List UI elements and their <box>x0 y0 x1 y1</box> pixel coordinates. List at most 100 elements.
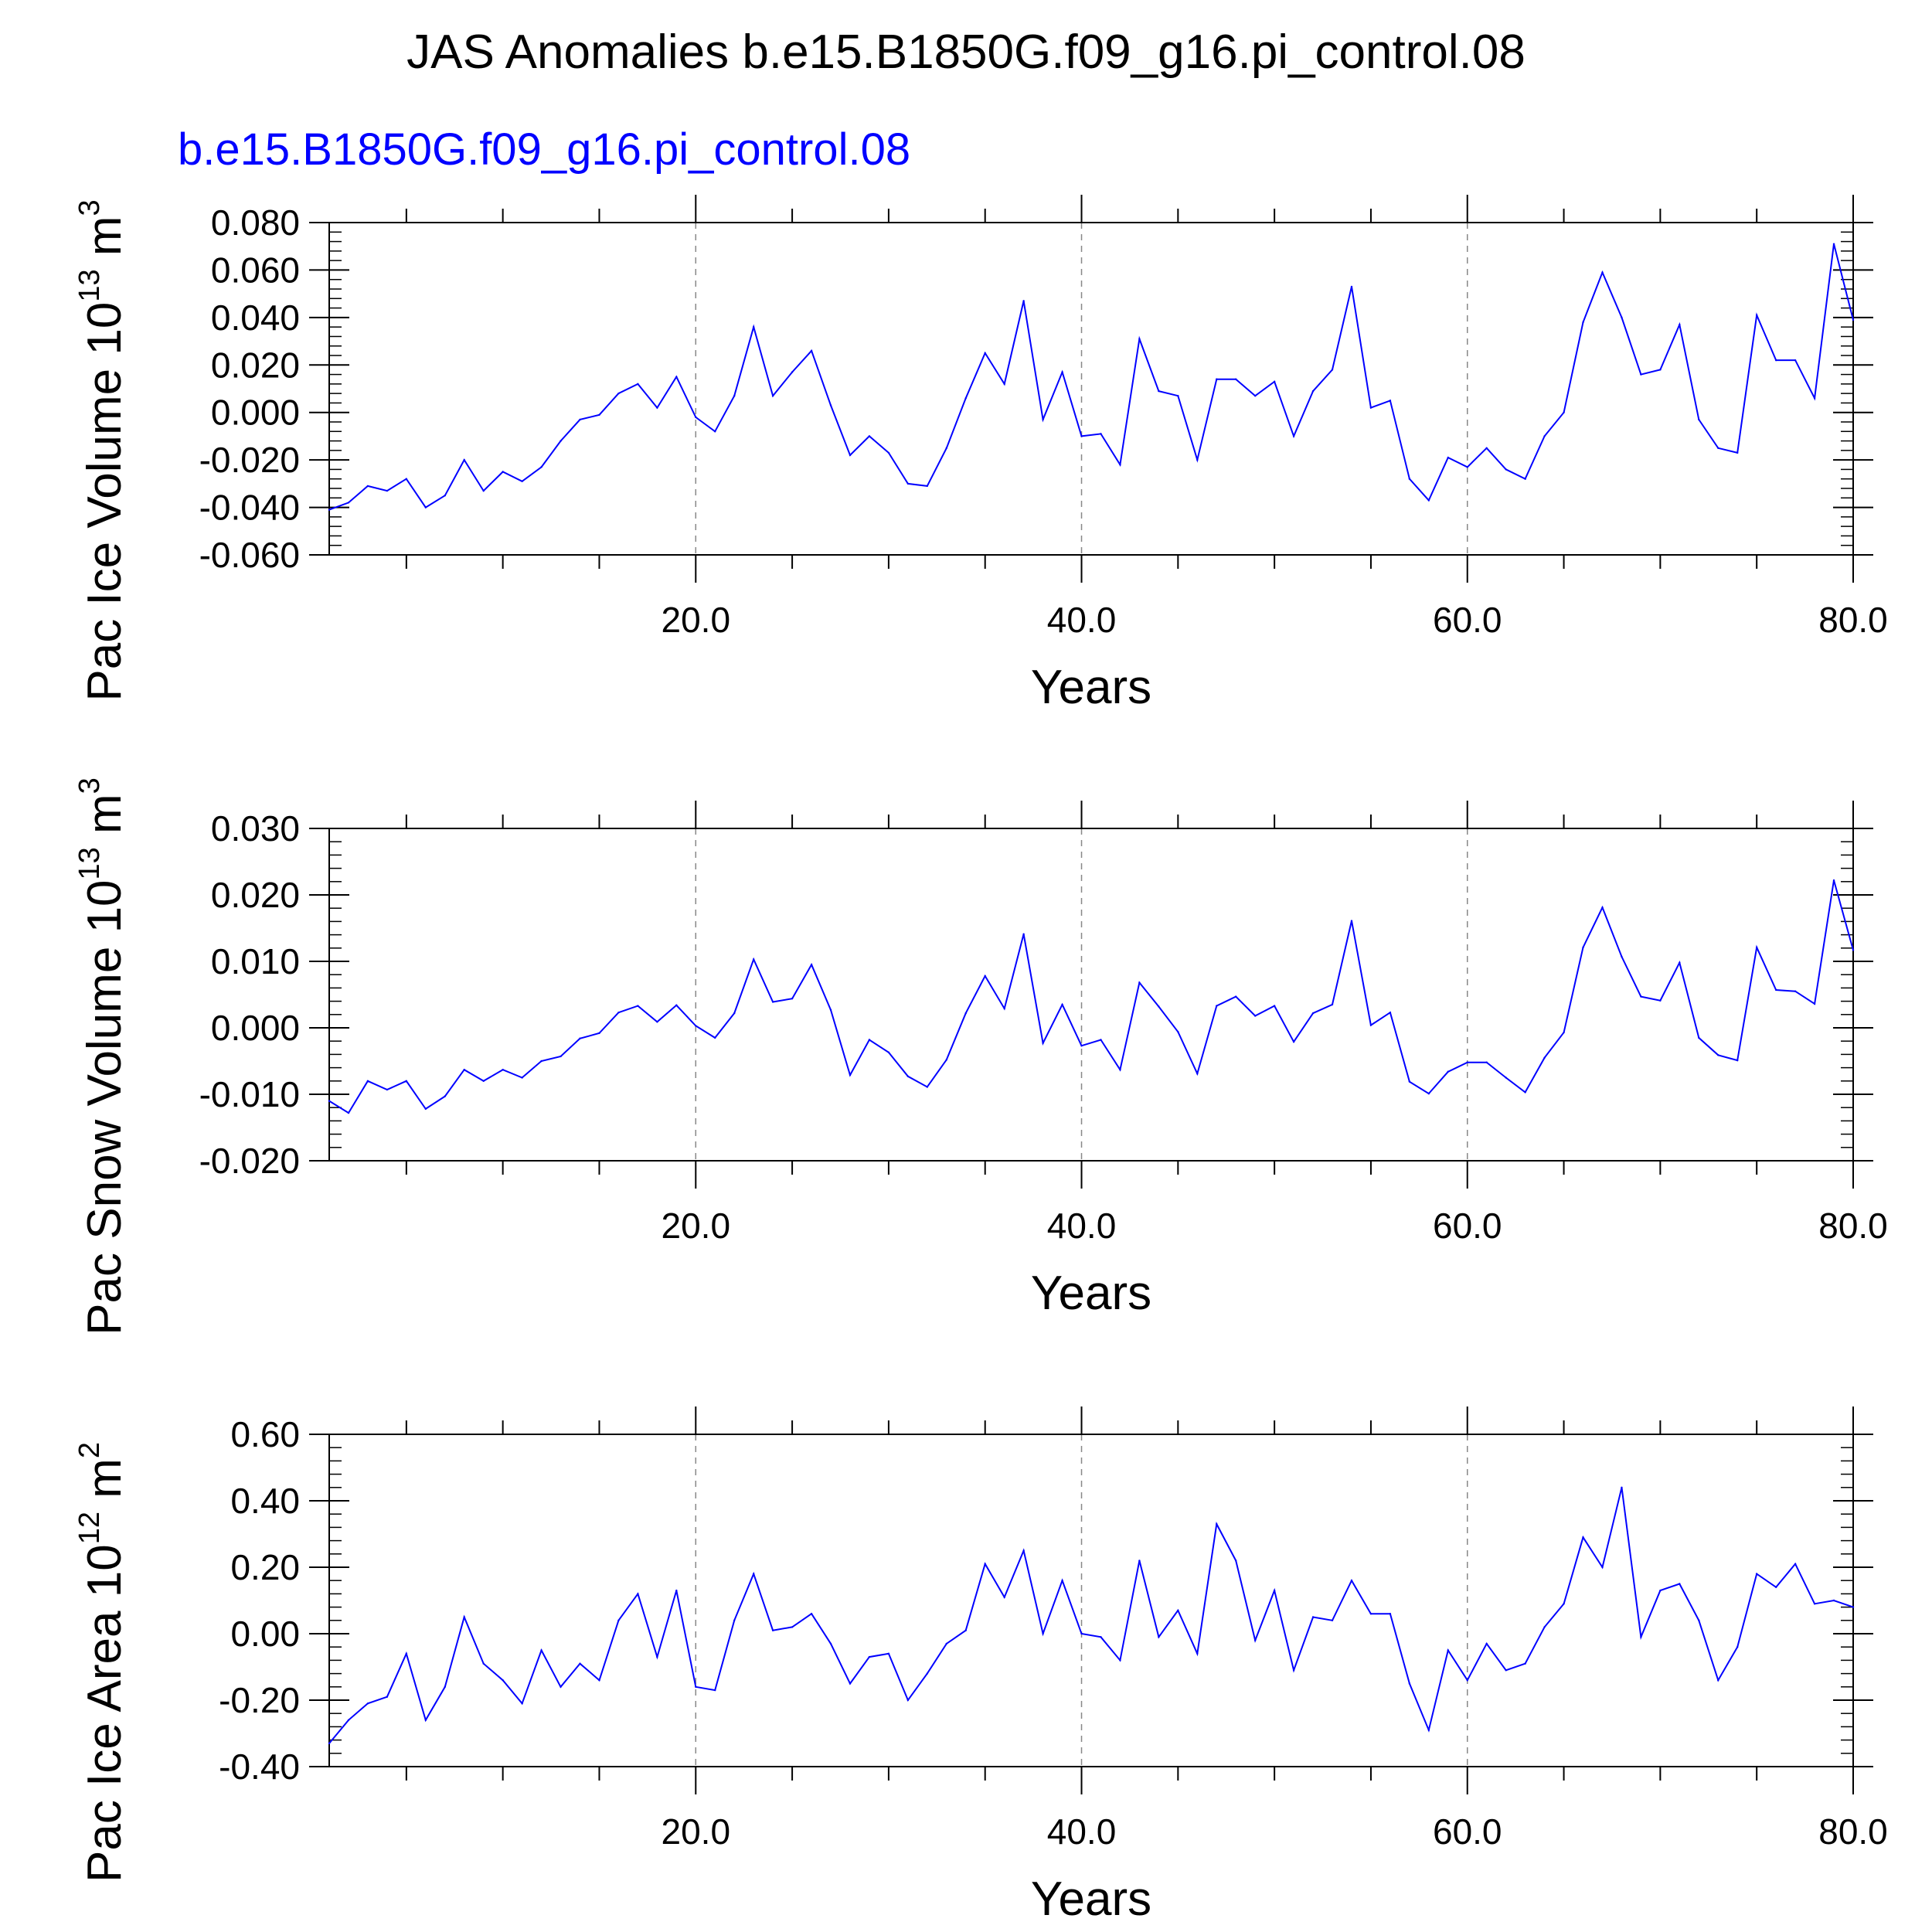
data-point <box>1003 1596 1005 1598</box>
data-point <box>1601 1566 1604 1569</box>
data-point <box>656 1655 658 1658</box>
data-point <box>945 447 947 449</box>
data-point <box>347 1111 350 1114</box>
data-point <box>463 1616 465 1618</box>
data-point <box>1158 1005 1160 1008</box>
data-point <box>1253 395 1257 397</box>
data-point <box>1061 371 1063 373</box>
data-point <box>714 1036 716 1039</box>
data-point <box>1235 378 1237 380</box>
y-tick-label: 0.20 <box>230 1547 300 1587</box>
data-point <box>1408 478 1411 480</box>
data-point <box>887 1051 890 1054</box>
data-point <box>964 1629 967 1631</box>
data-point <box>366 1702 369 1705</box>
data-point <box>463 458 465 461</box>
data-point <box>1350 1580 1353 1582</box>
x-tick-label: 60.0 <box>1433 1811 1502 1852</box>
data-point <box>1196 458 1199 461</box>
data-point <box>502 471 504 473</box>
data-point <box>1273 380 1276 383</box>
data-point <box>849 454 852 457</box>
data-point <box>1774 988 1777 992</box>
data-point <box>771 395 774 397</box>
x-tick-label: 60.0 <box>1433 1206 1502 1246</box>
data-point <box>1273 1589 1276 1592</box>
data-point <box>1369 1024 1372 1026</box>
x-tick-label: 20.0 <box>662 1811 731 1852</box>
data-point <box>1813 397 1816 400</box>
y-tick-label: -0.020 <box>199 440 300 480</box>
x-tick-label: 60.0 <box>1433 600 1502 640</box>
data-point <box>1447 1070 1449 1073</box>
data-point <box>386 1088 389 1091</box>
data-point <box>695 416 697 419</box>
y-tick-label: 0.060 <box>211 250 300 290</box>
series-line <box>328 1487 1854 1744</box>
data-point <box>482 1662 485 1665</box>
data-point <box>926 1672 929 1675</box>
data-point <box>868 1655 871 1658</box>
data-point <box>1003 1007 1005 1010</box>
y-tick-label: 0.080 <box>211 202 300 243</box>
data-point <box>1061 1580 1063 1582</box>
data-point <box>1852 318 1855 321</box>
data-point <box>1138 338 1141 340</box>
y-tick-label: 0.00 <box>230 1614 300 1654</box>
data-point <box>347 502 350 504</box>
data-point <box>444 495 446 497</box>
data-point <box>1794 990 1797 992</box>
panel-1: -0.060 -0.040 -0.020 0.000 0.020 0.040 0.060 0.… <box>73 195 1888 714</box>
data-point <box>1717 447 1719 449</box>
data-point <box>366 1080 369 1083</box>
y-tick-label: -0.060 <box>199 535 300 575</box>
y-axis-label-unitsup: 3 <box>73 199 106 216</box>
data-point <box>1042 1042 1044 1044</box>
data-point <box>482 489 485 492</box>
data-point <box>1119 464 1121 466</box>
data-point <box>1447 1649 1449 1651</box>
y-tick-label: 0.000 <box>211 1008 300 1048</box>
data-point <box>1736 1646 1739 1648</box>
plot-frame <box>328 828 1854 1162</box>
data-point <box>1292 435 1295 437</box>
data-point <box>771 1629 774 1631</box>
data-point <box>1350 285 1353 288</box>
data-point <box>1698 1036 1700 1039</box>
data-point <box>1659 999 1662 1002</box>
x-tick-label: 80.0 <box>1818 1811 1888 1852</box>
data-point <box>579 1037 581 1039</box>
data-point <box>1350 920 1353 922</box>
data-point <box>829 1009 832 1011</box>
x-tick-label: 80.0 <box>1818 1206 1888 1246</box>
data-point <box>1177 1030 1179 1033</box>
data-point <box>1389 400 1392 402</box>
data-point <box>1331 369 1334 371</box>
data-point <box>1389 1012 1392 1014</box>
data-point <box>1679 323 1681 326</box>
data-point <box>1485 447 1488 449</box>
data-point <box>444 1685 446 1688</box>
data-point <box>868 435 871 437</box>
data-point <box>675 1589 678 1592</box>
data-point <box>1813 1002 1816 1005</box>
data-point <box>733 1619 736 1621</box>
data-point <box>1177 1609 1179 1612</box>
data-point <box>1196 1652 1199 1655</box>
data-point <box>849 1073 852 1077</box>
x-tick-label: 20.0 <box>662 1206 731 1246</box>
data-point <box>849 1682 852 1685</box>
data-point <box>1563 1603 1565 1605</box>
data-point <box>1466 1679 1468 1682</box>
x-tick-label: 40.0 <box>1047 1811 1117 1852</box>
data-point <box>1100 433 1102 435</box>
y-axis-label-unit: m <box>78 794 131 847</box>
data-point <box>1582 1536 1584 1539</box>
y-tick-label: 0.020 <box>211 345 300 385</box>
y-axis-label-unit: m <box>78 1458 131 1512</box>
data-point <box>1080 1045 1083 1047</box>
data-point <box>1427 1092 1430 1095</box>
data-point <box>1061 1003 1063 1006</box>
data-point <box>733 1012 736 1015</box>
data-point <box>1216 1522 1218 1526</box>
